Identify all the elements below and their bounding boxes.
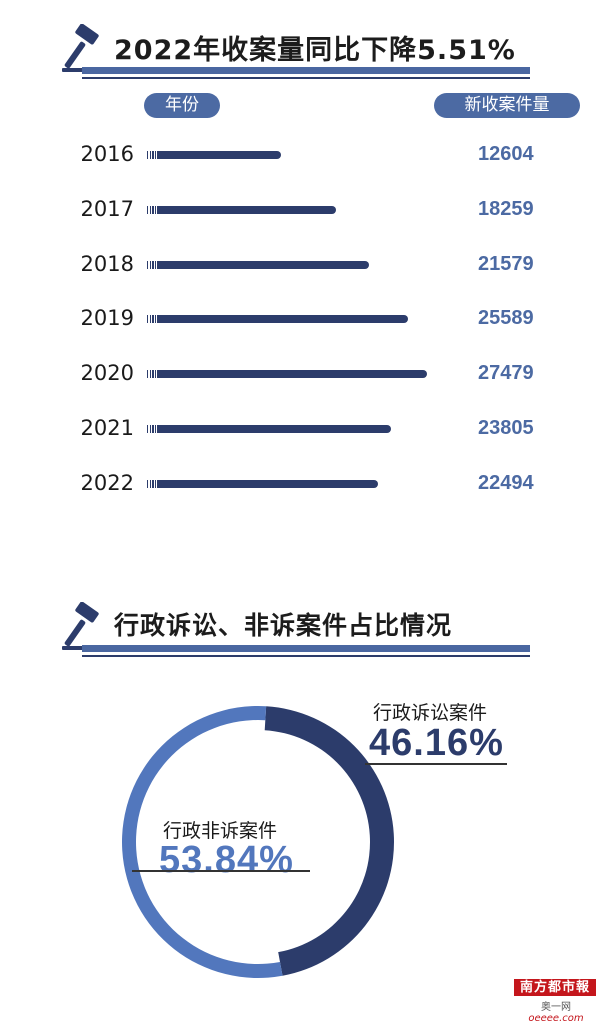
chart-title: 2022年收案量同比下降5.51%	[114, 35, 516, 66]
value-label: 21579	[478, 252, 534, 275]
bar	[157, 370, 427, 379]
bar-ticks	[147, 205, 157, 214]
bar	[157, 315, 408, 324]
leader-line	[365, 763, 507, 765]
year-label: 2018	[80, 251, 134, 276]
value-label: 27479	[478, 362, 534, 385]
value-label: 23805	[478, 417, 534, 439]
value-label: 12604	[478, 143, 534, 165]
year-label: 2022	[80, 470, 134, 495]
year-header: 年份	[144, 93, 220, 118]
bar	[157, 151, 281, 159]
bar-ticks	[147, 425, 157, 433]
bar-ticks	[147, 479, 157, 488]
donut-chart	[121, 706, 394, 978]
slice-value-litigation: 46.16%	[369, 722, 504, 764]
year-label: 2019	[80, 306, 134, 331]
bar-ticks	[147, 315, 157, 324]
count-header: 新收案件量	[434, 93, 580, 118]
bar	[157, 425, 391, 433]
value-label: 18259	[478, 197, 534, 220]
leader-line	[132, 870, 310, 872]
bar	[157, 479, 378, 488]
donut-slice	[264, 706, 394, 976]
gavel-icon	[62, 24, 99, 72]
title-underline	[82, 645, 530, 657]
slice-value-non-litigation: 53.84%	[159, 839, 294, 881]
year-label: 2017	[80, 196, 134, 221]
year-label: 2016	[80, 142, 134, 166]
bar-ticks	[147, 370, 157, 379]
bar-ticks	[147, 260, 157, 269]
bar	[157, 260, 369, 269]
value-label: 22494	[478, 471, 534, 494]
year-label: 2020	[80, 361, 134, 386]
site-logo: 奥一网 oeeee.com	[528, 1002, 584, 1024]
value-label: 25589	[478, 307, 534, 330]
year-label: 2021	[80, 416, 134, 440]
bar-ticks	[147, 151, 157, 159]
brand-logo: 南方都市報	[514, 979, 596, 996]
donut-title: 行政诉讼、非诉案件占比情况	[114, 611, 453, 640]
slice-label-non-litigation: 行政非诉案件	[163, 820, 278, 842]
bar	[157, 205, 336, 214]
gavel-icon	[62, 602, 99, 650]
slice-label-litigation: 行政诉讼案件	[373, 702, 488, 724]
title-underline	[82, 67, 530, 79]
